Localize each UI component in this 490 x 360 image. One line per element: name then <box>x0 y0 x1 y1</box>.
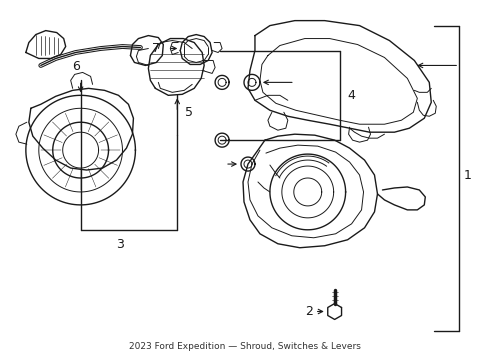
Text: 7: 7 <box>152 42 160 55</box>
Text: 2: 2 <box>305 305 313 318</box>
Text: 3: 3 <box>117 238 124 251</box>
Text: 5: 5 <box>185 106 193 119</box>
Text: 4: 4 <box>347 89 355 102</box>
Text: 2023 Ford Expedition — Shroud, Switches & Levers: 2023 Ford Expedition — Shroud, Switches … <box>129 342 361 351</box>
Text: 1: 1 <box>464 168 472 181</box>
Text: 6: 6 <box>72 60 79 73</box>
